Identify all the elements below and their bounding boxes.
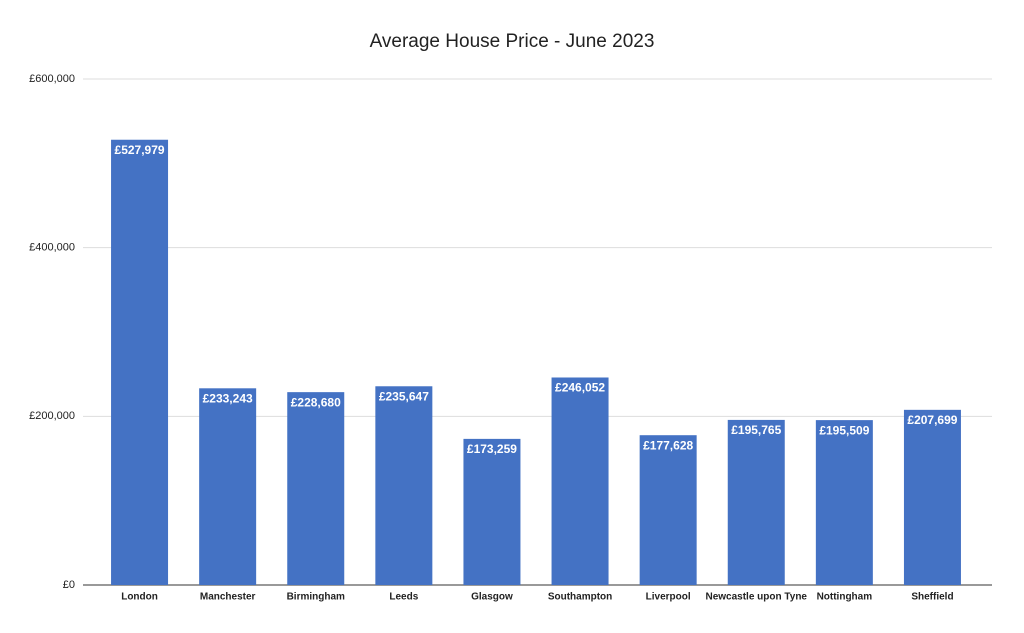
y-tick-label: £200,000 <box>29 410 75 422</box>
x-tick-label: Southampton <box>548 592 612 603</box>
value-label: £207,699 <box>907 413 957 427</box>
value-label: £246,052 <box>555 381 605 395</box>
x-tick-label: Leeds <box>389 592 418 603</box>
x-tick-label: Nottingham <box>817 592 873 603</box>
y-tick-label: £0 <box>63 579 75 591</box>
y-tick-label: £400,000 <box>29 242 75 254</box>
y-tick-label: £600,000 <box>29 73 75 85</box>
bar <box>463 438 521 585</box>
value-label: £228,680 <box>291 395 341 409</box>
x-tick-label: Glasgow <box>471 592 513 603</box>
bar <box>111 139 169 585</box>
value-label: £527,979 <box>115 143 165 157</box>
x-tick-label: Sheffield <box>911 592 953 603</box>
bar <box>199 388 257 585</box>
bar <box>815 420 873 585</box>
value-label: £233,243 <box>203 391 253 405</box>
bar <box>375 386 433 585</box>
bar <box>639 435 697 585</box>
value-label: £195,765 <box>731 423 781 437</box>
x-tick-label: Newcastle upon Tyne <box>705 592 807 603</box>
x-tick-label: Manchester <box>200 592 256 603</box>
value-label: £235,647 <box>379 389 429 403</box>
value-label: £195,509 <box>819 423 869 437</box>
x-tick-label: Birmingham <box>287 592 345 603</box>
x-tick-label: Liverpool <box>646 592 691 603</box>
value-label: £177,628 <box>643 438 693 452</box>
bar <box>903 409 961 585</box>
chart-title: Average House Price - June 2023 <box>370 31 655 52</box>
bar <box>727 419 785 585</box>
bar <box>551 377 609 585</box>
bar <box>287 392 345 585</box>
value-label: £173,259 <box>467 442 517 456</box>
x-tick-label: London <box>121 592 158 603</box>
